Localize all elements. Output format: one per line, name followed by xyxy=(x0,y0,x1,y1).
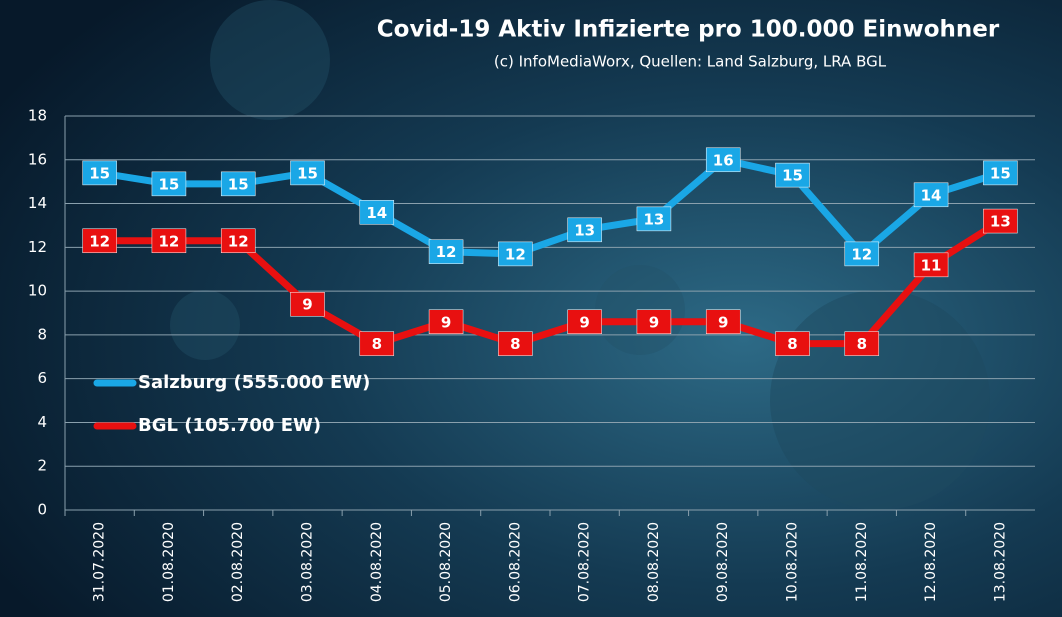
legend-label: BGL (105.700 EW) xyxy=(138,415,321,436)
data-label-box xyxy=(636,206,672,232)
data-label-box xyxy=(983,208,1018,234)
x-tick-label: 10.08.2020 xyxy=(785,522,801,602)
virus-decor xyxy=(170,290,240,360)
data-label: 12 xyxy=(158,232,179,250)
y-tick-label: 6 xyxy=(37,369,47,387)
data-label-box xyxy=(82,160,117,186)
data-label: 12 xyxy=(851,245,872,263)
data-label: 15 xyxy=(990,164,1011,182)
data-label-box xyxy=(844,331,880,356)
chart-subtitle: (c) InfoMediaWorx, Quellen: Land Salzbur… xyxy=(494,53,887,71)
legend-label: Salzburg (555.000 EW) xyxy=(138,372,370,393)
x-tick-label: 02.08.2020 xyxy=(230,522,246,602)
y-tick-label: 10 xyxy=(28,282,47,300)
x-tick-label: 12.08.2020 xyxy=(923,522,939,602)
y-tick-label: 16 xyxy=(28,150,47,168)
data-label-box xyxy=(983,160,1018,186)
data-label-box xyxy=(498,241,533,267)
x-tick-label: 03.08.2020 xyxy=(300,522,316,602)
x-tick-label: 07.08.2020 xyxy=(577,522,593,602)
x-tick-label: 09.08.2020 xyxy=(715,522,731,602)
data-label-box xyxy=(775,331,810,356)
y-tick-label: 2 xyxy=(37,457,47,475)
data-label-box xyxy=(567,217,602,243)
data-label-box xyxy=(428,239,464,264)
data-label: 9 xyxy=(302,296,312,314)
y-tick-label: 0 xyxy=(37,501,47,519)
data-label: 15 xyxy=(297,164,318,182)
data-label: 16 xyxy=(713,151,734,169)
data-label-box xyxy=(636,309,672,335)
data-label: 12 xyxy=(228,232,249,250)
data-label: 12 xyxy=(505,245,526,263)
data-label: 9 xyxy=(579,313,589,331)
data-label: 15 xyxy=(228,175,249,193)
data-label: 13 xyxy=(574,221,595,239)
data-label: 14 xyxy=(921,186,942,204)
data-label: 9 xyxy=(649,313,659,331)
data-label-box xyxy=(428,309,464,335)
data-label-box xyxy=(844,241,880,267)
y-tick-label: 4 xyxy=(37,413,47,431)
data-label: 15 xyxy=(89,164,110,182)
y-tick-label: 14 xyxy=(28,194,47,212)
y-tick-label: 12 xyxy=(28,238,47,256)
data-label-box xyxy=(151,171,187,197)
data-label: 8 xyxy=(372,335,382,353)
data-label: 11 xyxy=(921,256,942,274)
data-label-box xyxy=(567,309,602,335)
data-label: 8 xyxy=(510,335,520,353)
data-label-box xyxy=(82,228,117,254)
virus-decor xyxy=(210,0,330,120)
y-tick-label: 8 xyxy=(37,325,47,343)
x-tick-label: 13.08.2020 xyxy=(992,522,1008,602)
data-label: 15 xyxy=(782,167,803,185)
x-tick-label: 31.07.2020 xyxy=(92,522,108,602)
data-label: 8 xyxy=(787,335,797,353)
data-label-box xyxy=(220,171,256,197)
x-tick-label: 01.08.2020 xyxy=(161,522,177,602)
x-tick-label: 05.08.2020 xyxy=(438,522,454,602)
data-label-box xyxy=(151,228,187,254)
data-label-box xyxy=(290,291,325,317)
data-label: 9 xyxy=(441,313,451,331)
data-label-box xyxy=(359,331,395,356)
y-tick-label: 18 xyxy=(28,107,47,125)
data-label: 12 xyxy=(436,243,457,261)
chart-title: Covid-19 Aktiv Infizierte pro 100.000 Ei… xyxy=(377,17,1000,43)
data-label: 13 xyxy=(643,210,664,228)
data-label-box xyxy=(705,309,741,335)
data-label: 8 xyxy=(857,335,867,353)
x-tick-label: 06.08.2020 xyxy=(507,522,523,602)
x-tick-label: 08.08.2020 xyxy=(646,522,662,602)
data-label-box xyxy=(705,147,741,173)
data-label: 15 xyxy=(158,175,179,193)
x-tick-label: 11.08.2020 xyxy=(854,522,870,602)
data-label-box xyxy=(913,252,949,278)
data-label-box xyxy=(290,160,325,186)
data-label: 12 xyxy=(89,232,110,250)
data-label: 14 xyxy=(366,204,387,222)
x-tick-label: 04.08.2020 xyxy=(369,522,385,602)
data-label: 13 xyxy=(990,213,1011,231)
data-label-box xyxy=(220,228,256,254)
data-label-box xyxy=(498,331,533,356)
data-label: 9 xyxy=(718,313,728,331)
data-label-box xyxy=(359,200,395,225)
data-label-box xyxy=(913,182,949,208)
data-label-box xyxy=(775,162,810,188)
